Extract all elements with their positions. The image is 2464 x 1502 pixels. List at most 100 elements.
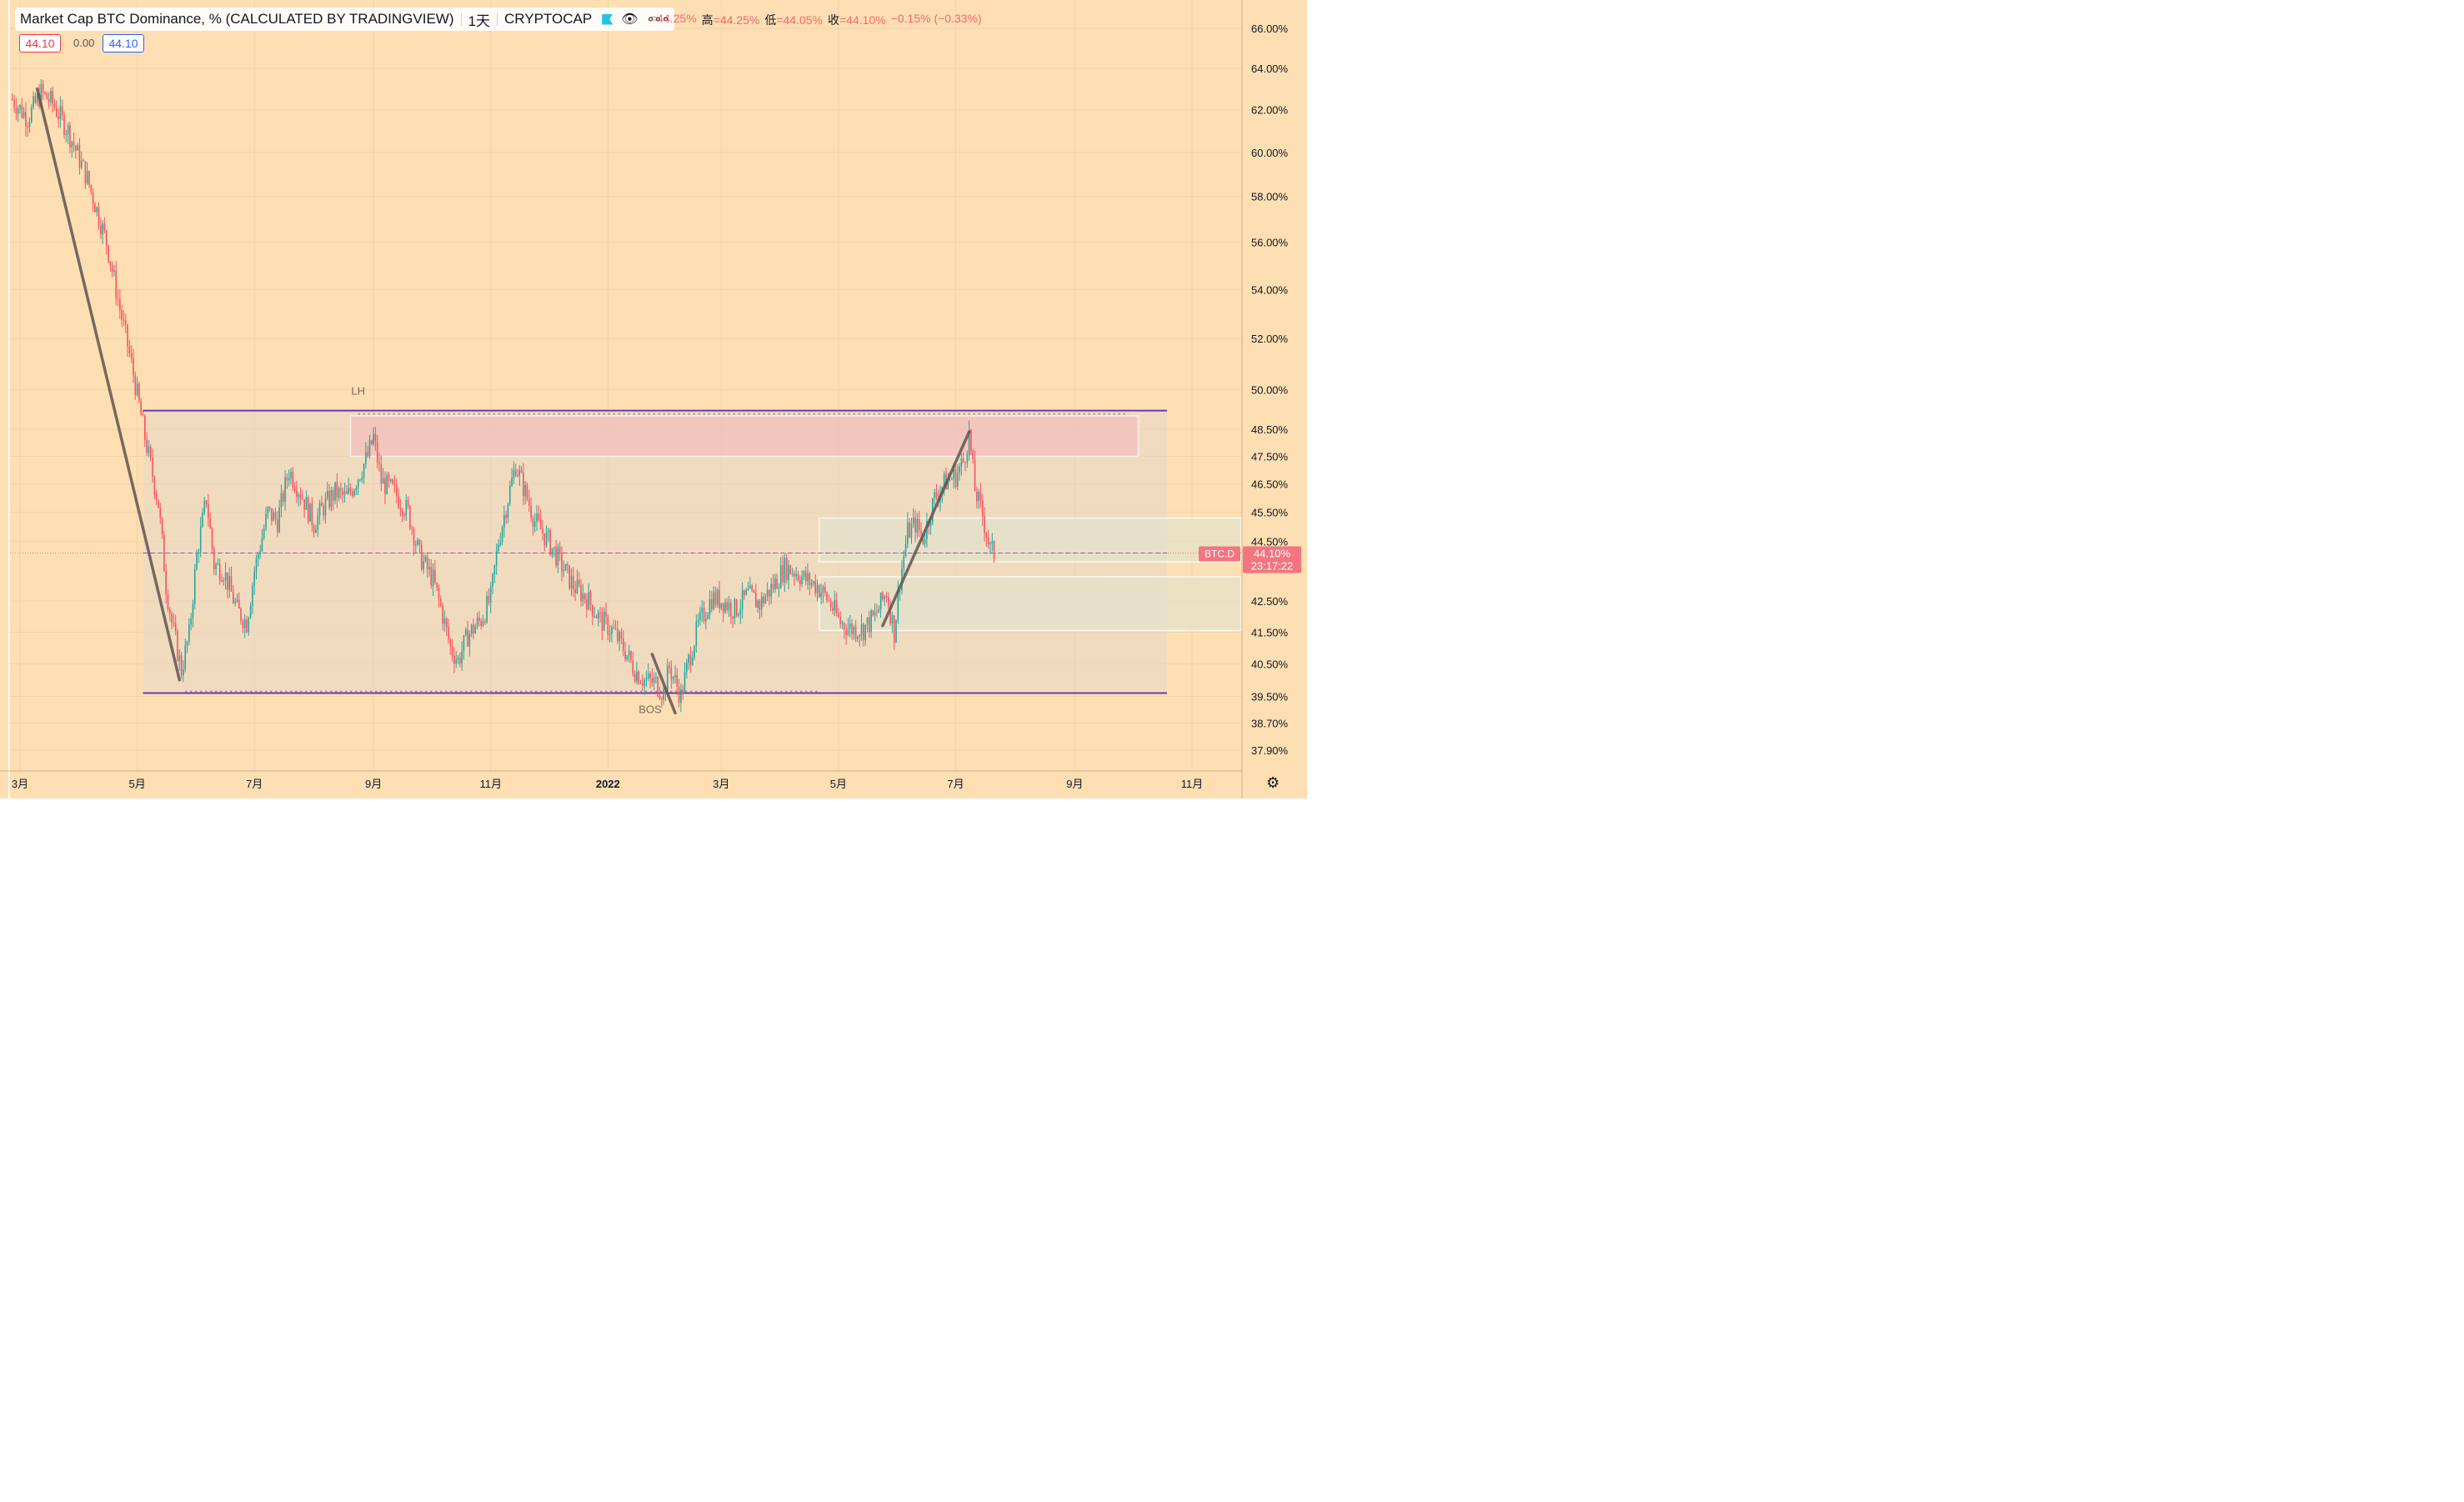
candle-body bbox=[974, 459, 976, 492]
candle-body bbox=[392, 479, 393, 484]
candle-body bbox=[774, 578, 776, 589]
candle-body bbox=[395, 484, 398, 497]
time-axis[interactable]: 3月 5月 7月 9月 11月 2022 3月 5月 7月 9月 11月 bbox=[12, 778, 1203, 790]
candle-body bbox=[545, 532, 548, 546]
candle-body bbox=[434, 569, 436, 583]
candle-body bbox=[705, 618, 707, 622]
candle-body bbox=[215, 564, 217, 570]
gear-icon[interactable]: ⚙ bbox=[1266, 774, 1280, 791]
candle-body bbox=[680, 689, 682, 703]
candle-body bbox=[430, 567, 433, 586]
candle-body bbox=[436, 582, 438, 588]
interval-label[interactable]: 1天 bbox=[468, 13, 490, 29]
candle-body bbox=[115, 270, 118, 298]
candle-body bbox=[882, 593, 884, 599]
candle-body bbox=[614, 628, 617, 629]
candle-body bbox=[951, 478, 953, 480]
candle-body bbox=[61, 106, 63, 115]
candle-body bbox=[28, 122, 31, 128]
y-tick-label: 39.50% bbox=[1251, 690, 1289, 703]
candle-body bbox=[513, 469, 515, 478]
candle-body bbox=[619, 632, 620, 642]
candle-body bbox=[470, 624, 473, 634]
legend-bar[interactable]: Market Cap BTC Dominance, % (CALCULATED … bbox=[15, 8, 674, 31]
candle-body bbox=[957, 473, 959, 487]
candle-body bbox=[63, 114, 65, 136]
candle-body bbox=[42, 83, 44, 93]
candle-body bbox=[113, 270, 115, 273]
candle-body bbox=[144, 415, 146, 440]
candle-body bbox=[770, 583, 773, 597]
candle-body bbox=[55, 108, 58, 117]
candle-body bbox=[278, 508, 280, 533]
candle-body bbox=[380, 463, 383, 484]
candle-body bbox=[224, 572, 227, 581]
candle-body bbox=[893, 615, 895, 643]
candle-body bbox=[159, 508, 162, 518]
candle-body bbox=[236, 599, 238, 602]
candle-body bbox=[570, 576, 573, 588]
candle-body bbox=[832, 607, 834, 611]
candle-body bbox=[280, 493, 283, 508]
trend-line bbox=[650, 653, 677, 715]
candle-body bbox=[824, 587, 826, 593]
candle-body bbox=[274, 512, 277, 520]
ohlc-high-label: 高 bbox=[701, 13, 714, 27]
candle-body bbox=[624, 651, 626, 660]
flag-icon[interactable] bbox=[602, 13, 613, 25]
candle-body bbox=[622, 638, 624, 652]
candle-body bbox=[844, 623, 845, 630]
candle-body bbox=[153, 477, 156, 494]
candle-body bbox=[243, 619, 246, 628]
candle-body bbox=[371, 440, 373, 444]
candle-body bbox=[192, 603, 194, 619]
candle-body bbox=[924, 538, 926, 544]
x-tick-label: 11月 bbox=[479, 778, 502, 790]
sell-price-box[interactable]: 44.10 bbox=[19, 34, 61, 53]
candle-body bbox=[499, 542, 502, 545]
candle-body bbox=[707, 614, 709, 619]
candle-body bbox=[989, 543, 991, 545]
candle-body bbox=[188, 624, 190, 643]
candle-body bbox=[233, 591, 234, 603]
candle-body bbox=[263, 528, 265, 538]
candle-body bbox=[230, 576, 233, 592]
candle-body bbox=[403, 515, 405, 517]
candle-body bbox=[568, 565, 571, 588]
candle-body bbox=[299, 494, 302, 499]
more-icon[interactable]: ∘∘∘ bbox=[646, 13, 670, 27]
candle-body bbox=[686, 662, 688, 673]
zone-supply bbox=[349, 415, 1139, 458]
candle-body bbox=[242, 621, 244, 628]
chart[interactable]: LHLHBOS 66.00%64.00%62.00%60.00%58.00%56… bbox=[0, 0, 1307, 799]
candle-body bbox=[785, 558, 788, 581]
legend-separator bbox=[497, 13, 498, 26]
candle-body bbox=[578, 579, 580, 586]
candle-body bbox=[348, 488, 349, 494]
candle-body bbox=[859, 635, 861, 638]
candle-body bbox=[876, 612, 878, 613]
candle-body bbox=[288, 478, 290, 481]
candle-body bbox=[511, 478, 513, 487]
candle-body bbox=[323, 506, 324, 516]
candle-body bbox=[730, 602, 732, 617]
candle-body bbox=[368, 440, 371, 457]
candle-body bbox=[841, 623, 844, 624]
candle-body bbox=[864, 624, 866, 640]
zone-demand-1 bbox=[819, 517, 1242, 563]
candle-body bbox=[628, 651, 630, 656]
trend-lines bbox=[35, 87, 971, 715]
candle-body bbox=[124, 320, 127, 325]
eye-icon[interactable]: 👁 bbox=[621, 13, 639, 27]
candle-body bbox=[407, 500, 409, 507]
candle-body bbox=[423, 560, 424, 570]
candle-body bbox=[495, 551, 498, 566]
candle-body bbox=[632, 660, 634, 674]
candle-body bbox=[682, 689, 684, 693]
candle-body bbox=[874, 612, 876, 616]
symbol-title[interactable]: Market Cap BTC Dominance, % (CALCULATED … bbox=[20, 11, 454, 27]
buy-price-box[interactable]: 44.10 bbox=[103, 34, 144, 53]
price-axis[interactable]: 66.00% 64.00% 62.00% 60.00% 58.00% 56.00% 54.0… bbox=[1251, 23, 1289, 757]
candle-body bbox=[398, 496, 399, 508]
candle-body bbox=[136, 383, 138, 395]
